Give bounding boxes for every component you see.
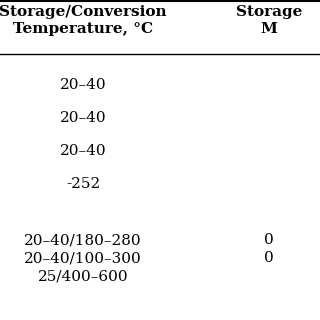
Text: 25/400–600: 25/400–600 bbox=[38, 269, 129, 283]
Text: 0: 0 bbox=[264, 251, 274, 265]
Text: M: M bbox=[260, 22, 277, 36]
Text: 20–40: 20–40 bbox=[60, 144, 107, 158]
Text: Storage/Conversion: Storage/Conversion bbox=[0, 5, 167, 19]
Text: 20–40: 20–40 bbox=[60, 111, 107, 125]
Text: Storage: Storage bbox=[236, 5, 302, 19]
Text: Temperature, °C: Temperature, °C bbox=[13, 22, 153, 36]
Text: 0: 0 bbox=[264, 233, 274, 247]
Text: -252: -252 bbox=[66, 177, 100, 191]
Text: 20–40/100–300: 20–40/100–300 bbox=[24, 251, 142, 265]
Text: 20–40: 20–40 bbox=[60, 78, 107, 92]
Text: 20–40/180–280: 20–40/180–280 bbox=[24, 233, 142, 247]
